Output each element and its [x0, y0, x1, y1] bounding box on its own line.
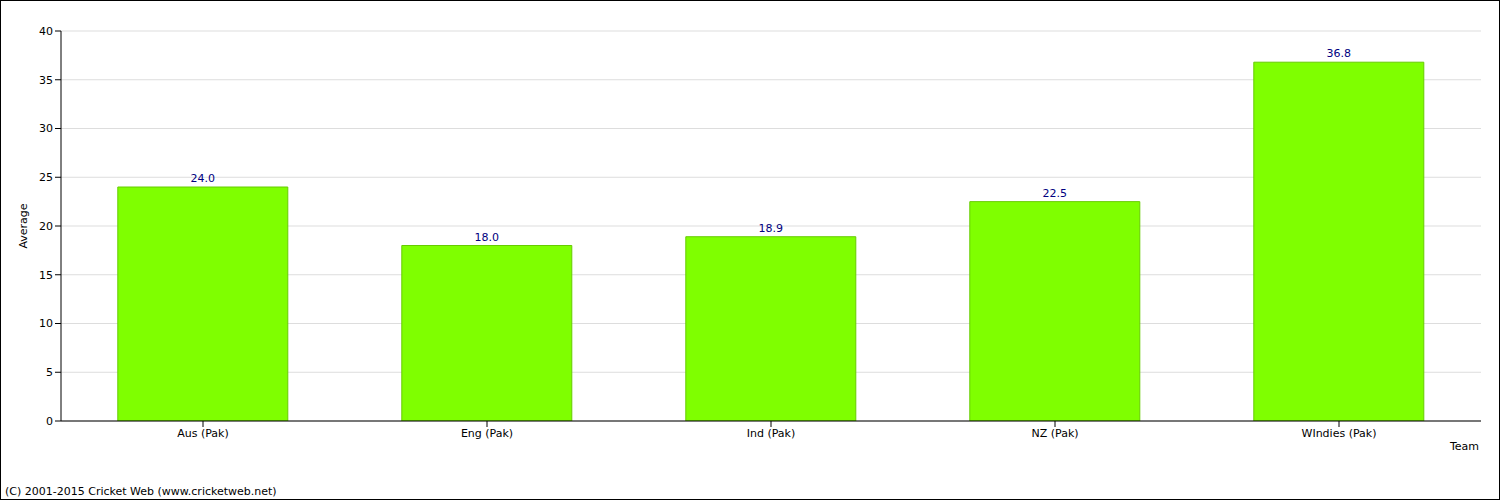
svg-text:25: 25 [39, 171, 53, 184]
svg-text:Eng (Pak): Eng (Pak) [461, 427, 513, 440]
svg-text:30: 30 [39, 122, 53, 135]
svg-text:Ind (Pak): Ind (Pak) [747, 427, 796, 440]
svg-text:36.8: 36.8 [1327, 47, 1352, 60]
html-text:(C) 2001-2015 Cricket Web (www: (C) 2001-2015 Cricket Web (www.cricketwe… [5, 485, 277, 498]
svg-text:24.0: 24.0 [191, 172, 216, 185]
svg-text:Aus (Pak): Aus (Pak) [177, 427, 229, 440]
svg-text:5: 5 [46, 366, 53, 379]
svg-text:0: 0 [46, 415, 53, 428]
svg-text:22.5: 22.5 [1043, 187, 1068, 200]
svg-text:WIndies (Pak): WIndies (Pak) [1302, 427, 1377, 440]
svg-text:15: 15 [39, 269, 53, 282]
svg-text:40: 40 [39, 25, 53, 38]
svg-text:NZ (Pak): NZ (Pak) [1031, 427, 1078, 440]
svg-text:18.9: 18.9 [759, 222, 784, 235]
svg-text:Average: Average [17, 203, 30, 248]
svg-text:18.0: 18.0 [475, 231, 500, 244]
svg-text:35: 35 [39, 74, 53, 87]
svg-text:20: 20 [39, 220, 53, 233]
html-text:Team: Team [1449, 440, 1479, 453]
svg-text:10: 10 [39, 317, 53, 330]
